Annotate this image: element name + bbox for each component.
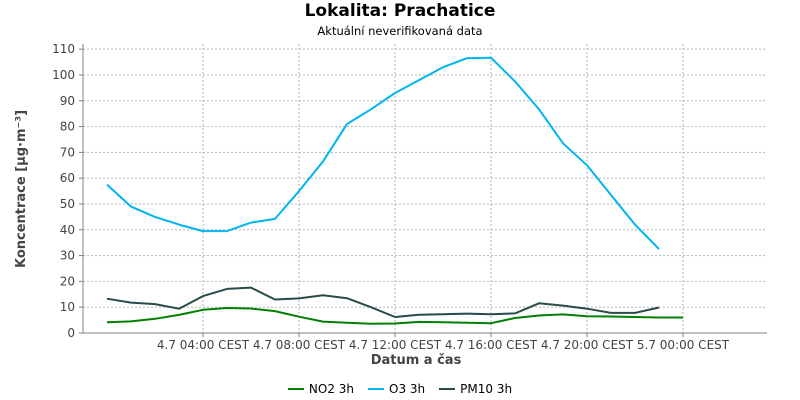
legend-swatch	[287, 388, 304, 390]
y-axis-label: Koncentrace [µg·m⁻³]	[14, 110, 29, 268]
legend-item: PM10 3h	[439, 382, 512, 396]
y-tick-label: 70	[60, 145, 75, 159]
y-tick-label: 0	[67, 326, 75, 340]
x-axis-label: Datum a čas	[371, 353, 462, 368]
y-tick-label: 40	[60, 223, 75, 237]
legend: NO2 3h O3 3h PM10 3h	[0, 382, 800, 396]
y-tick-label: 90	[60, 94, 75, 108]
y-tick-label: 110	[52, 42, 75, 56]
y-tick-label: 10	[60, 300, 75, 314]
legend-item: NO2 3h	[287, 382, 355, 396]
x-tick-label: 4.7 16:00 CEST	[445, 338, 538, 352]
x-tick-label: 4.7 20:00 CEST	[541, 338, 634, 352]
x-tick-label: 4.7 12:00 CEST	[349, 338, 442, 352]
x-tick-label: 4.7 08:00 CEST	[253, 338, 346, 352]
y-tick-label: 50	[60, 197, 75, 211]
series-line-pm10-3h	[106, 286, 660, 318]
chart-subtitle: Aktuální neverifikovaná data	[317, 24, 483, 38]
legend-label: NO2 3h	[308, 382, 355, 396]
legend-label: PM10 3h	[460, 382, 513, 396]
x-tick-label: 5.7 00:00 CEST	[637, 338, 730, 352]
y-tick-label: 60	[60, 171, 75, 185]
y-tick-label: 100	[52, 68, 75, 82]
series-line-no2-3h	[106, 307, 683, 325]
y-tick-label: 20	[60, 274, 75, 288]
y-tick-label: 80	[60, 120, 75, 134]
legend-label: O3 3h	[389, 382, 426, 396]
legend-swatch	[439, 388, 456, 390]
chart-title: Lokalita: Prachatice	[304, 1, 496, 21]
grid	[83, 44, 767, 333]
legend-item: O3 3h	[368, 382, 425, 396]
legend-swatch	[368, 388, 385, 390]
plot-area	[83, 44, 767, 333]
x-tick-label: 4.7 04:00 CEST	[157, 338, 250, 352]
y-tick-label: 30	[60, 249, 75, 263]
series-line-o3-3h	[106, 56, 660, 250]
series-lines	[106, 56, 683, 325]
